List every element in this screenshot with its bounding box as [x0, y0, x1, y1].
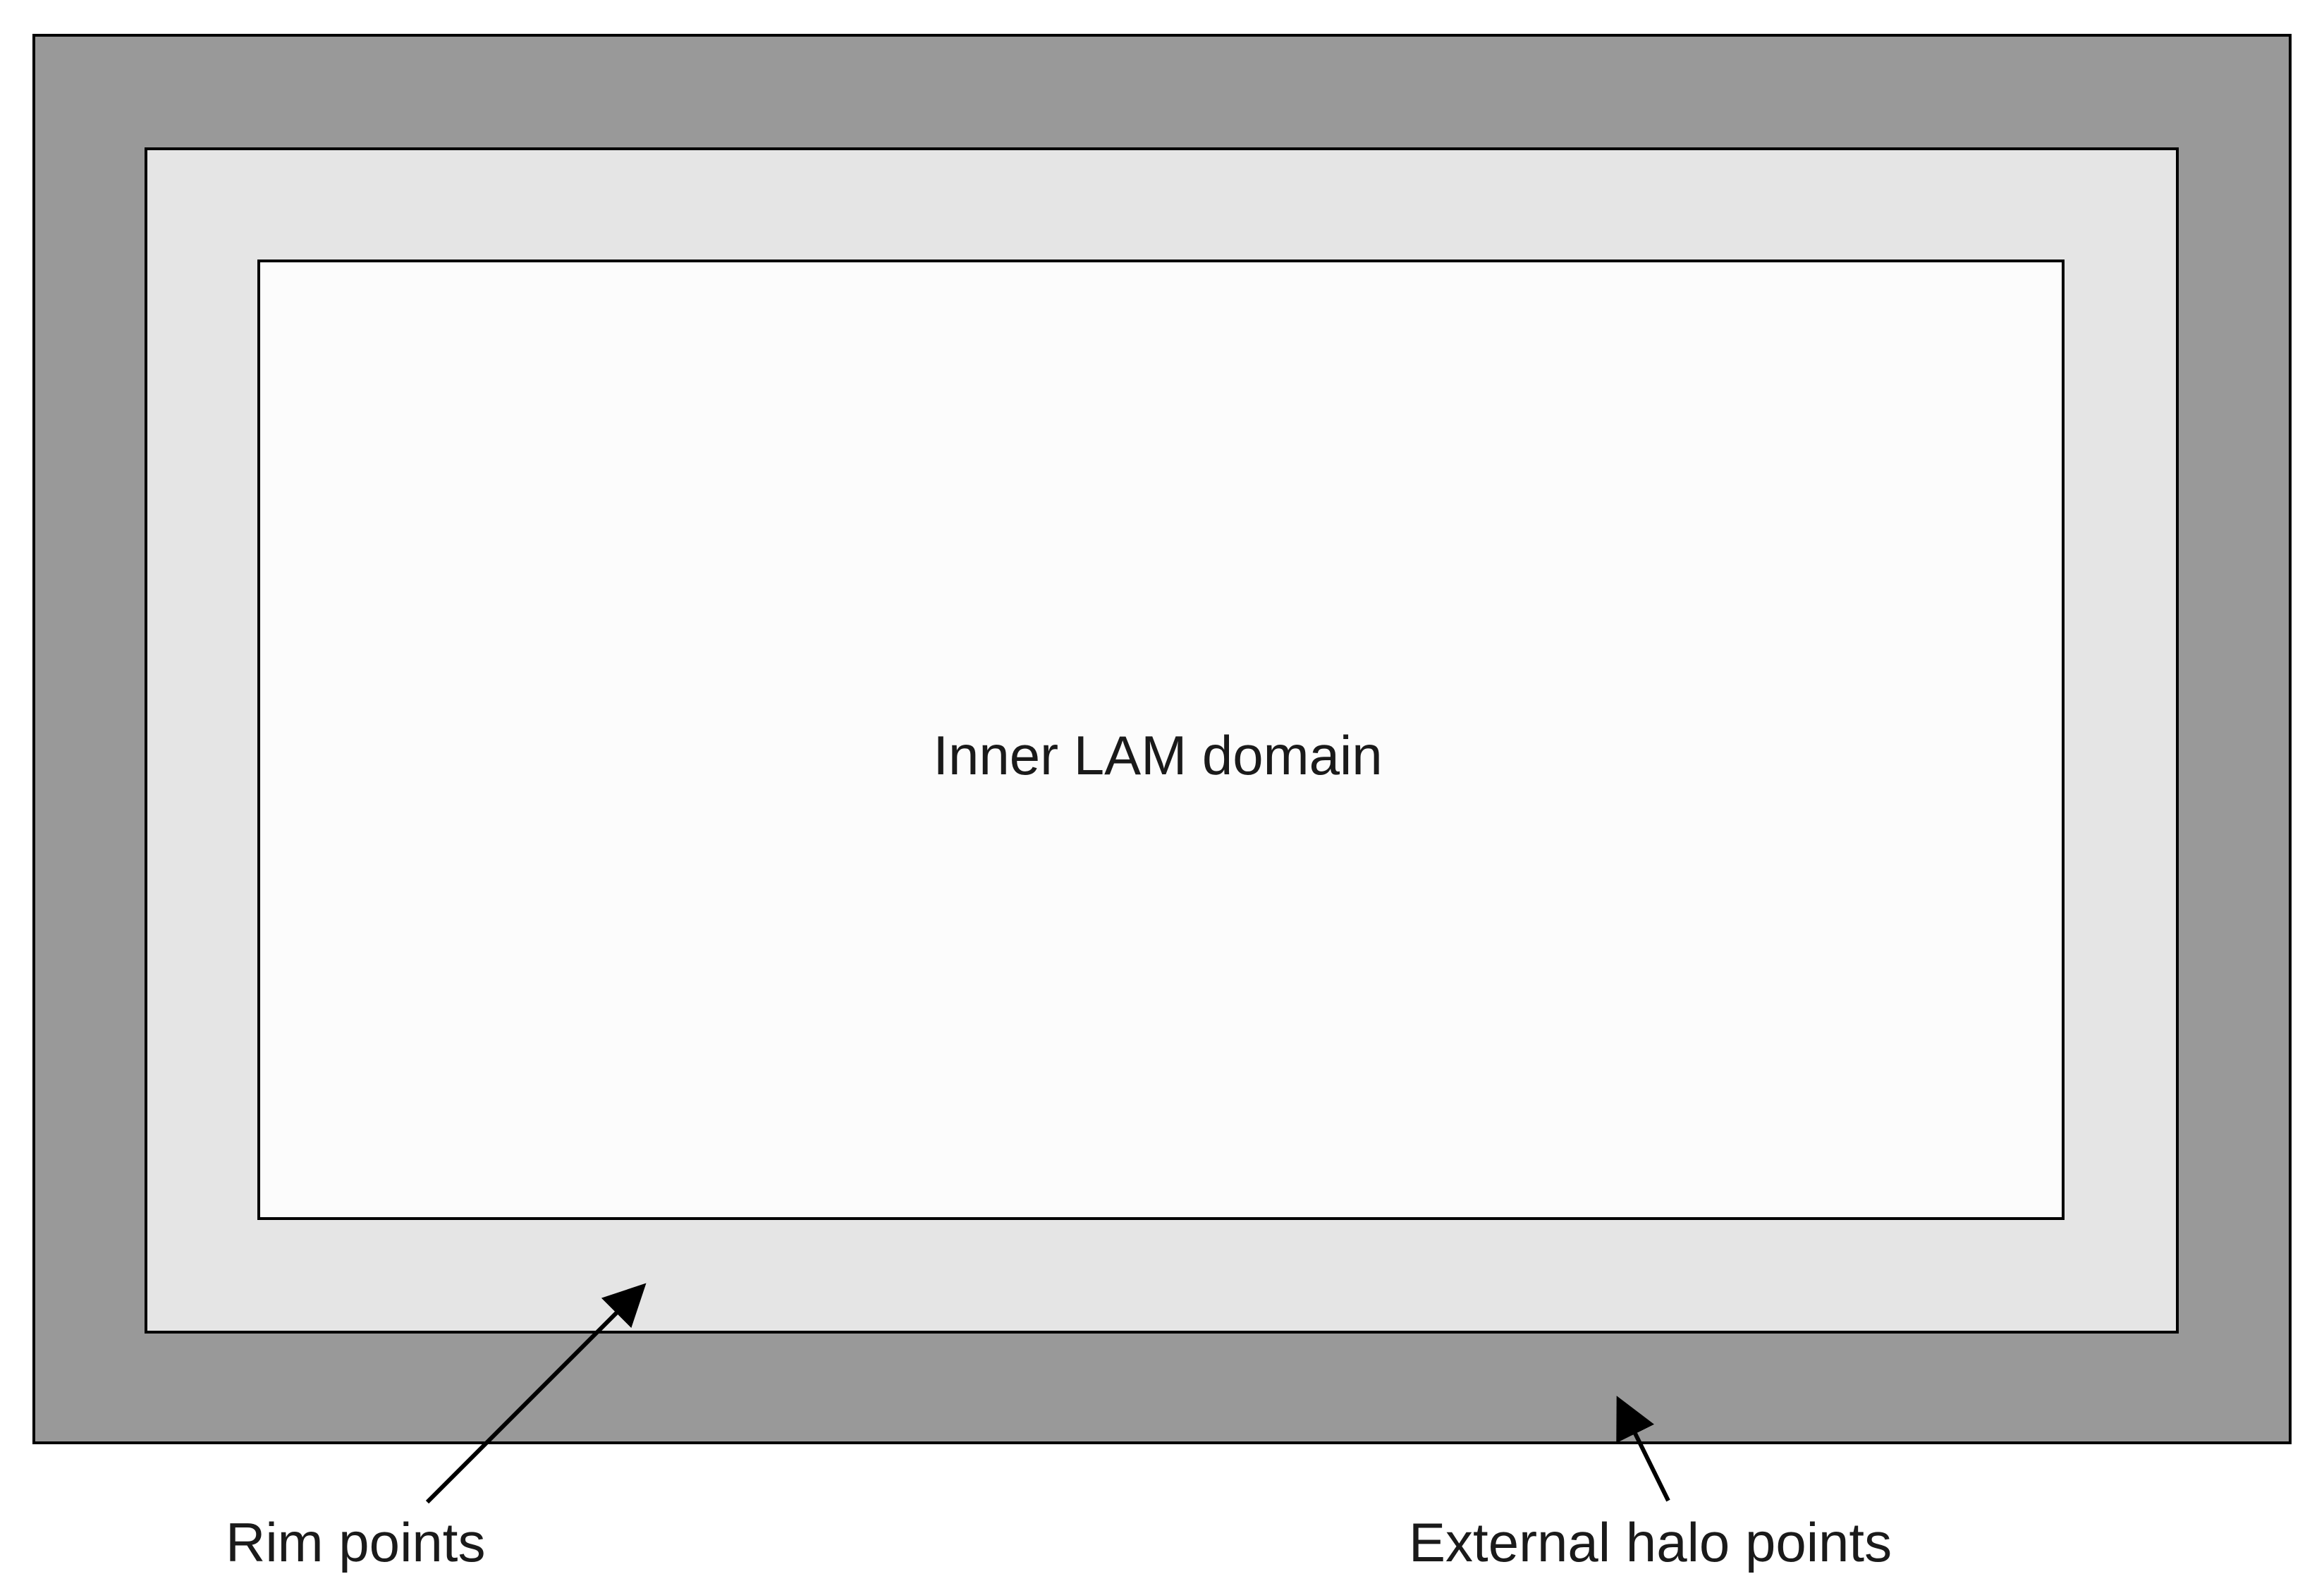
inner-domain-label: Inner LAM domain: [933, 724, 1382, 786]
rim-arrow: [425, 1283, 647, 1504]
rim-points-label: Rim points: [226, 1511, 485, 1573]
external-halo-points-label: External halo points: [1409, 1511, 1892, 1573]
inner-domain-region: [257, 260, 2065, 1220]
halo-arrow: [1616, 1396, 1670, 1502]
